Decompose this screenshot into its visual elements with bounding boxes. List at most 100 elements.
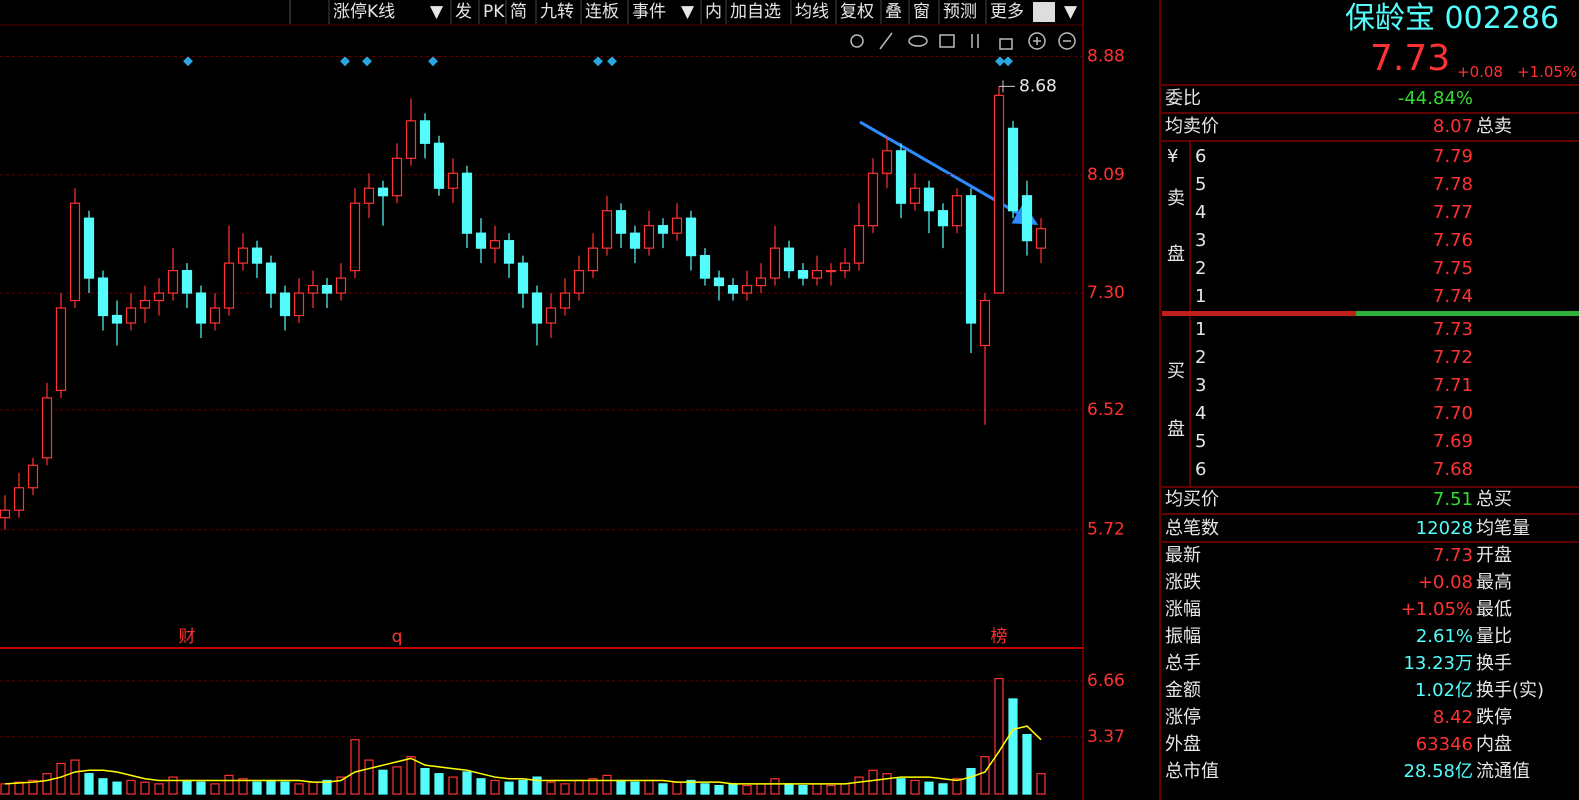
bid-level: 6 bbox=[1195, 459, 1207, 480]
candle-body bbox=[181, 270, 193, 294]
candle-body bbox=[13, 487, 25, 511]
volume-bar bbox=[378, 769, 388, 795]
toolbar-button[interactable]: 均线 bbox=[795, 2, 829, 22]
tool-icons[interactable] bbox=[850, 32, 1076, 50]
nav-button bbox=[1033, 2, 1055, 22]
candle-body bbox=[223, 262, 235, 309]
volume-bar bbox=[952, 778, 962, 795]
ask-level: 3 bbox=[1195, 230, 1207, 251]
candle-body bbox=[699, 255, 711, 279]
stat-label: 振幅 bbox=[1165, 626, 1201, 647]
toolbar-button[interactable]: 加自选 bbox=[730, 2, 781, 22]
candle-body bbox=[755, 277, 767, 287]
stat-label: 涨停 bbox=[1165, 707, 1201, 728]
stat-label-2: 开盘 bbox=[1476, 545, 1512, 566]
toolbar-button[interactable]: 窗 bbox=[913, 2, 930, 22]
bid-price: 7.71 bbox=[1432, 375, 1473, 396]
candle-body bbox=[629, 232, 641, 249]
volume-bar bbox=[658, 783, 668, 795]
volume-bar bbox=[798, 784, 808, 795]
candle-body bbox=[83, 217, 95, 279]
stat-value: +1.05% bbox=[1400, 599, 1473, 620]
total-buy-label: 总买 bbox=[1476, 489, 1512, 510]
toolbar-button[interactable]: 连板 bbox=[585, 2, 619, 22]
volume-bar bbox=[238, 778, 248, 795]
y-tick-label: 5.72 bbox=[1087, 520, 1125, 540]
volume-bar bbox=[140, 781, 150, 795]
candle-body bbox=[727, 284, 739, 294]
volume-bar bbox=[28, 779, 38, 795]
ask-price: 7.76 bbox=[1432, 230, 1473, 251]
candle-body bbox=[1007, 127, 1019, 212]
volume-bar bbox=[700, 783, 710, 795]
sell-side-label: 卖 bbox=[1167, 188, 1185, 209]
toolbar-button[interactable]: 事件 bbox=[632, 2, 666, 22]
bid-level: 5 bbox=[1195, 431, 1207, 452]
avg-sell-label: 均卖价 bbox=[1165, 116, 1219, 137]
bid-price: 7.70 bbox=[1432, 403, 1473, 424]
volume-bar bbox=[350, 739, 360, 795]
volume-bar bbox=[728, 783, 738, 795]
toolbar-button[interactable]: 叠 bbox=[885, 2, 902, 22]
candle-body bbox=[559, 292, 571, 309]
candle-body bbox=[293, 292, 305, 317]
toolbar-button[interactable]: 复权 bbox=[840, 2, 874, 22]
candle-body bbox=[251, 247, 263, 264]
candle-body bbox=[265, 262, 277, 294]
toolbar-button[interactable]: 九转 bbox=[540, 2, 574, 22]
toolbar-button[interactable]: 涨停K线 bbox=[333, 2, 395, 22]
volume-bar bbox=[112, 781, 122, 795]
candle-body bbox=[965, 195, 977, 324]
toolbar-button[interactable]: 更多 bbox=[990, 2, 1024, 22]
quote-panel: 保龄宝 002286 7.73 +0.08 +1.05% 委比 -44.84% 均卖价 8.0… bbox=[1162, 0, 1579, 800]
toolbar-button[interactable]: 预测 bbox=[943, 2, 977, 22]
toolbar-button[interactable]: PK bbox=[483, 2, 505, 22]
candle-body bbox=[587, 247, 599, 272]
candle-body bbox=[55, 307, 67, 392]
candle-body bbox=[867, 172, 879, 227]
bid-price: 7.69 bbox=[1432, 431, 1473, 452]
volume-bar bbox=[182, 779, 192, 795]
volume-bar bbox=[406, 756, 416, 795]
total-sell-label: 总卖 bbox=[1476, 116, 1512, 137]
stat-label-2: 量比 bbox=[1476, 626, 1512, 647]
event-markers bbox=[183, 56, 1013, 67]
toolbar-button[interactable]: 简 bbox=[510, 2, 527, 22]
ask-level: 2 bbox=[1195, 258, 1207, 279]
ratio-value: -44.84% bbox=[1397, 88, 1473, 109]
volume-bar bbox=[980, 756, 990, 795]
candle-body bbox=[853, 225, 865, 264]
toolbar-button[interactable]: 内 bbox=[705, 2, 722, 22]
ask-price: 7.75 bbox=[1432, 258, 1473, 279]
price-change: +0.08 bbox=[1457, 63, 1503, 81]
candle-body bbox=[377, 187, 389, 197]
candle-body bbox=[335, 277, 347, 294]
ratio-label: 委比 bbox=[1165, 88, 1201, 109]
panel-lines bbox=[1162, 84, 1579, 543]
volume-bar bbox=[588, 778, 598, 795]
price-change-pct: +1.05% bbox=[1517, 63, 1578, 81]
volume-bar bbox=[784, 783, 794, 795]
stat-value: 13.23万 bbox=[1403, 653, 1473, 674]
volume-bar bbox=[532, 776, 542, 795]
volume-bar bbox=[686, 779, 696, 795]
volume-bar bbox=[602, 774, 612, 795]
candle-body bbox=[1021, 195, 1033, 242]
y-tick-label: 6.52 bbox=[1087, 400, 1125, 420]
candle-body bbox=[153, 292, 165, 302]
volume-bar bbox=[574, 779, 584, 795]
dropdown-icon: ▼ bbox=[681, 2, 695, 22]
volume-bar bbox=[252, 781, 262, 795]
stat-value: 8.42 bbox=[1432, 707, 1473, 728]
high-label: 8.68 bbox=[1019, 76, 1057, 96]
ask-price: 7.74 bbox=[1432, 286, 1473, 307]
stat-value: +0.08 bbox=[1417, 572, 1473, 593]
volume-bar bbox=[224, 774, 234, 795]
toolbar-button[interactable]: 发 bbox=[455, 2, 472, 22]
stat-label-2: 跌停 bbox=[1476, 707, 1512, 728]
candle-body bbox=[769, 247, 781, 279]
volume-bar bbox=[938, 783, 948, 795]
ask-level: 6 bbox=[1195, 146, 1207, 167]
stat-label: 外盘 bbox=[1165, 734, 1201, 755]
candle-body bbox=[195, 292, 207, 324]
